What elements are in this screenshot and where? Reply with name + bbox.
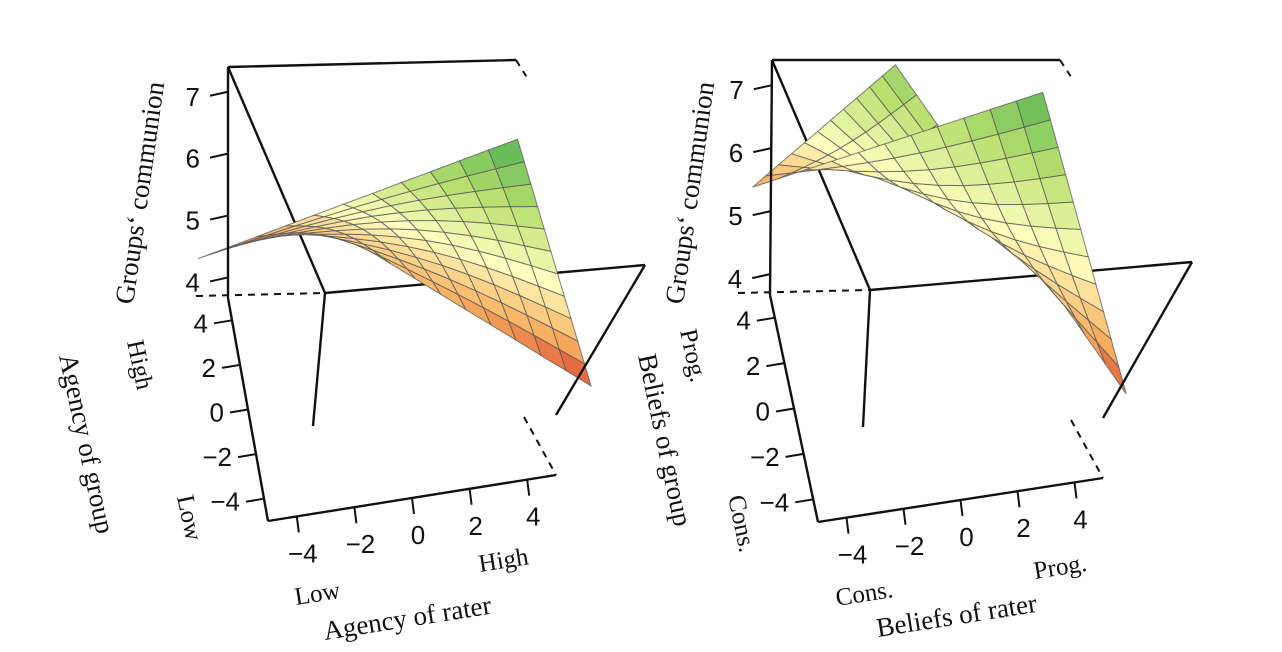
box-edge-hidden [1070,419,1104,479]
x-tick [353,507,358,524]
panel-agency-surface: 4 5 6 7 −4 −2 0 2 4 −4 −2 0 2 4 Groups‘ communion Age… [53,58,647,646]
z-tick [209,152,229,159]
x-tick-label: 2 [468,511,482,541]
z-tick-label: 4 [186,267,200,297]
z-tick-label: 7 [729,75,743,105]
x-axis-high-label: Prog. [1032,550,1089,585]
y-tick [213,319,233,325]
y-tick-label: −2 [202,442,232,472]
box-edge-hidden [737,289,871,294]
box-back-edges [737,58,1193,428]
y-axis-high-label: High [121,338,158,393]
z-tick-label: 7 [186,82,200,112]
z-tick-label: 6 [186,144,200,174]
z-tick [752,210,771,217]
y-axis-label: Agency of group [53,351,120,536]
box-edge [1101,261,1194,419]
y-tick [756,316,775,322]
panel-beliefs-surface: 4 5 6 7 −4 −2 0 2 4 −4 −2 0 2 4 Groups‘ communion Bel… [632,58,1194,643]
x-tick-label: −4 [288,538,318,568]
x-axis-low-label: Cons. [834,576,895,612]
x-tick-label: 4 [526,502,540,532]
z-tick [209,90,229,97]
z-tick-label: 5 [728,201,742,231]
box-edge-hidden [523,416,557,476]
x-tick-label: 0 [411,520,425,550]
surface-mesh [752,64,1127,395]
z-tick-label: 6 [729,138,743,168]
x-tick [468,488,473,505]
box-edge [770,59,872,291]
y-tick-label: 0 [210,398,224,428]
box-edge-hidden [515,59,528,77]
y-tick [785,452,804,458]
box-edge [226,66,327,294]
z-tick-label: 5 [186,206,200,236]
x-tick [902,508,907,525]
axis-ticks: 4 5 6 7 −4 −2 0 2 4 −4 −2 0 2 4 [186,82,541,569]
x-tick-label: −4 [838,540,868,570]
box-edge [861,289,872,428]
x-tick [411,497,415,515]
axis-ticks: 4 5 6 7 −4 −2 0 2 4 −4 −2 0 2 4 [728,75,1088,569]
y-tick [775,407,795,413]
y-tick [221,363,241,369]
box-edge [554,264,647,416]
box-edge [311,292,327,427]
box-edge [768,59,774,296]
z-tick [753,147,772,154]
z-tick [209,214,229,221]
x-tick-label: 0 [959,522,973,552]
box-edge-hidden [1059,59,1072,77]
surface-cell [197,244,238,260]
z-tick-label: 4 [728,264,742,294]
surface-mesh [197,138,592,388]
x-tick [845,517,850,534]
y-tick-label: 2 [746,351,760,381]
y-axis-low-label: Low [171,493,207,543]
x-tick [959,499,964,517]
y-tick-label: −4 [760,487,790,517]
y-tick [795,498,814,504]
box-edge-hidden [195,292,326,297]
x-tick-label: 2 [1016,513,1030,543]
x-tick-label: 4 [1073,504,1087,534]
y-tick [766,362,785,368]
x-axis-label: Agency of rater [321,590,493,646]
y-tick-label: −2 [750,442,780,472]
x-tick-label: −2 [346,529,376,559]
y-tick-label: 4 [194,308,208,338]
z-tick [753,84,773,91]
y-axis-high-label: Prog. [674,327,712,385]
y-tick-label: 4 [736,306,750,336]
x-axis-label: Beliefs of rater [874,588,1039,643]
y-axis-low-label: Cons. [722,493,760,555]
x-tick [295,516,300,533]
x-tick [526,479,531,496]
z-tick [751,273,771,280]
y-tick [245,497,265,503]
box-edge [869,260,1193,292]
y-tick [229,408,249,414]
y-tick [237,453,257,459]
y-tick-label: −4 [210,487,240,517]
x-axis-high-label: High [477,543,531,578]
y-tick-label: 0 [756,397,770,427]
x-tick-label: −2 [895,531,925,561]
x-axis-low-label: Low [293,577,342,611]
box-edge [227,58,517,69]
x-tick [1073,482,1078,499]
z-axis-label: Groups‘ communion [109,79,170,306]
y-tick-label: 2 [202,353,216,383]
z-axis-label: Groups‘ communion [659,79,720,306]
z-tick [209,276,229,283]
x-tick [1016,491,1021,508]
